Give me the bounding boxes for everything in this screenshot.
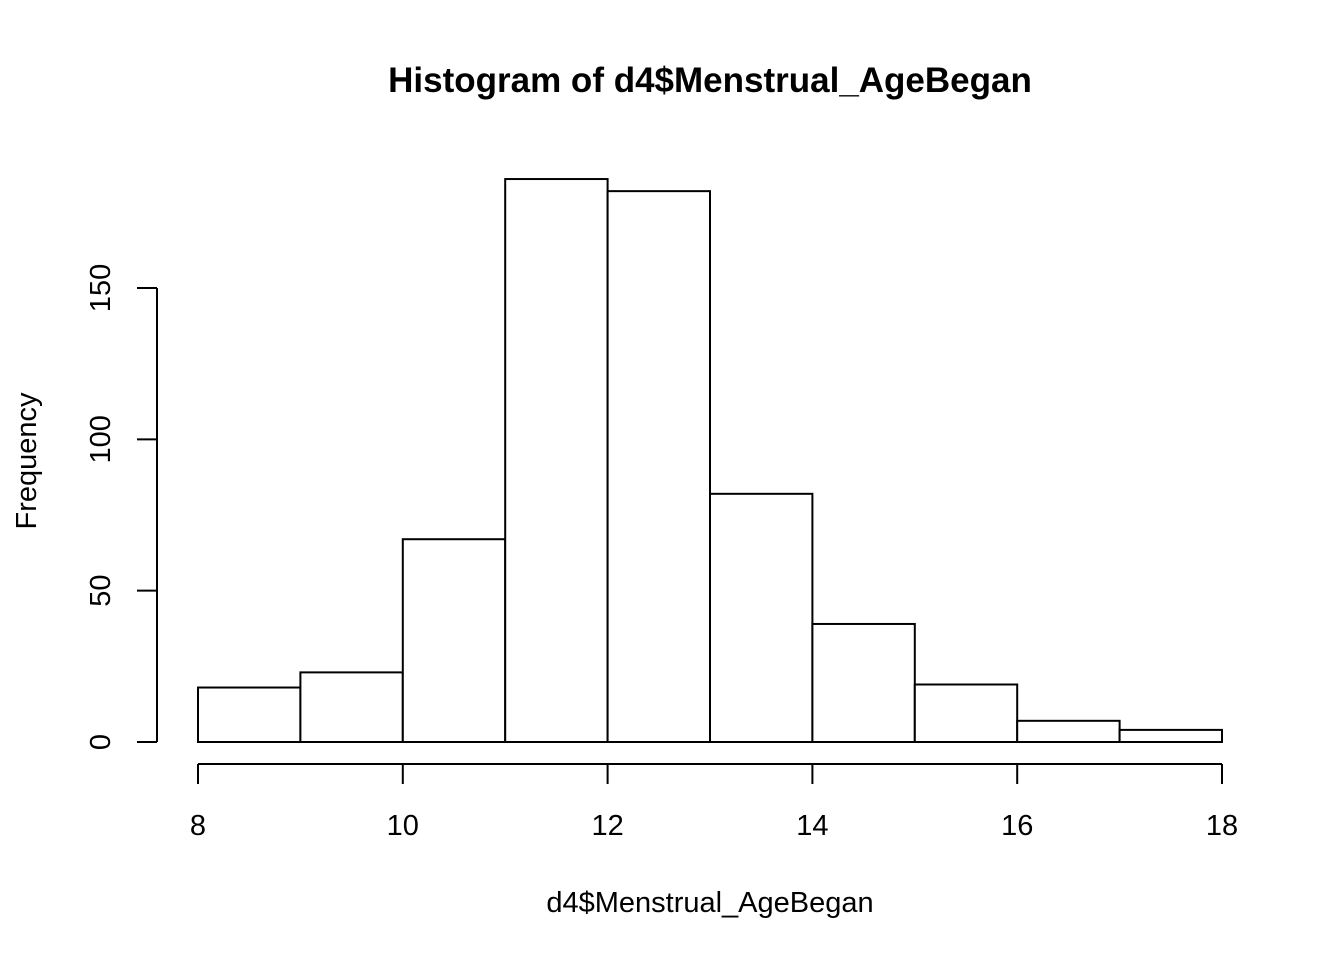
x-tick-label-16: 16 bbox=[1001, 810, 1033, 842]
x-tick-label-18: 18 bbox=[1206, 810, 1238, 842]
y-tick-label-0: 0 bbox=[85, 734, 117, 750]
x-tick-label-12: 12 bbox=[591, 810, 623, 842]
y-tick-label-150: 150 bbox=[85, 264, 117, 312]
x-tick-label-8: 8 bbox=[190, 810, 206, 842]
histogram-bar-12-13 bbox=[606, 190, 711, 743]
y-tick-label-50: 50 bbox=[85, 575, 117, 607]
histogram-bar-11-12 bbox=[504, 178, 609, 744]
chart-title: Histogram of d4$Menstrual_AgeBegan bbox=[388, 61, 1032, 100]
histogram-bar-9-10 bbox=[299, 671, 404, 743]
x-tick-label-14: 14 bbox=[796, 810, 828, 842]
x-axis-label: d4$Menstrual_AgeBegan bbox=[546, 887, 873, 919]
histogram-bar-14-15 bbox=[811, 622, 916, 744]
histogram-bar-8-9 bbox=[197, 686, 302, 744]
histogram-bar-17-18 bbox=[1118, 728, 1223, 743]
histogram-bar-15-16 bbox=[913, 683, 1019, 744]
x-axis: 8 10 12 14 16 18 bbox=[190, 763, 1238, 842]
y-tick-label-100: 100 bbox=[85, 415, 117, 463]
histogram-bar-13-14 bbox=[709, 492, 814, 743]
bars-group bbox=[197, 178, 1223, 744]
histogram-bar-10-11 bbox=[401, 538, 507, 743]
histogram-bar-16-17 bbox=[1016, 719, 1121, 744]
y-axis-label: Frequency bbox=[11, 392, 43, 530]
x-tick-label-10: 10 bbox=[387, 810, 419, 842]
y-axis: 0 50 100 150 bbox=[85, 264, 158, 750]
